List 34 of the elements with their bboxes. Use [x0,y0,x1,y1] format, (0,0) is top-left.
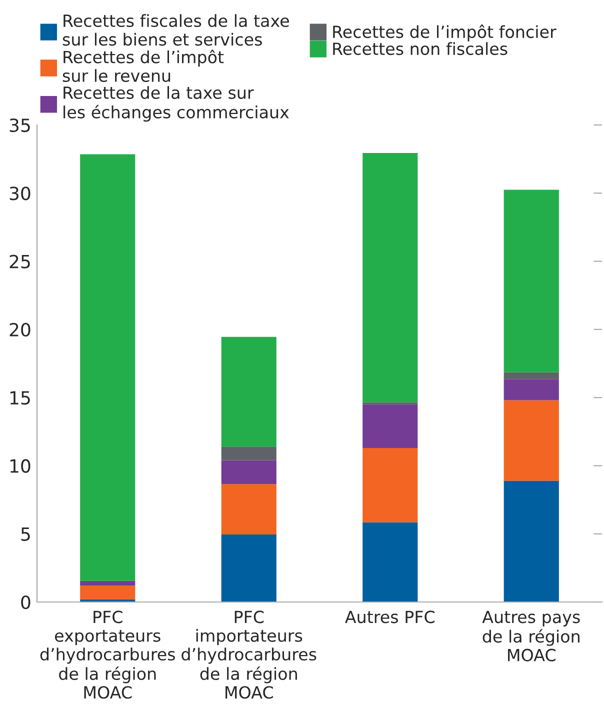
x-tick-label: PFC exportateurs d’hydrocarbures de la région MOAC [40,610,175,699]
bar [221,534,276,602]
bar [362,448,418,522]
bar [362,152,418,402]
bar [504,480,559,602]
x-tick-label: PFC importateurs d’hydrocarbures de la région MOAC [182,610,316,699]
bar [504,400,559,481]
bar [504,190,559,372]
y-tick-label: 15 [10,391,30,405]
x-tick-label: Autres pays de la région MOAC [482,610,580,662]
bar [80,154,136,581]
bar [80,580,136,586]
x-tick-label: Autres PFC [345,610,434,624]
y-tick-label: 20 [10,322,30,337]
bar [504,379,559,400]
bar [221,484,276,535]
y-tick-label: 35 [10,118,30,132]
y-tick-label: 5 [21,528,30,541]
y-tick-label: 10 [10,459,30,473]
y-tick-label: 0 [21,595,30,610]
legend-label: Recettes de l’impôt sur le revenu [62,50,224,82]
bar [221,460,276,484]
bar [80,586,136,600]
y-tick-label: 30 [10,186,30,200]
bar [221,336,276,447]
bar [504,372,559,380]
bar [221,446,276,460]
bar [362,404,418,448]
legend-label: Recettes de la taxe sur les échanges commerciaux [64,86,289,122]
legend-label: Recettes de l’impôt foncier [333,24,556,42]
bar [362,522,418,602]
y-tick-label: 25 [10,254,30,268]
legend-label: Recettes non fiscales [333,42,508,56]
legend-label: Recettes fiscales de la taxe sur les biens et services [62,14,289,46]
